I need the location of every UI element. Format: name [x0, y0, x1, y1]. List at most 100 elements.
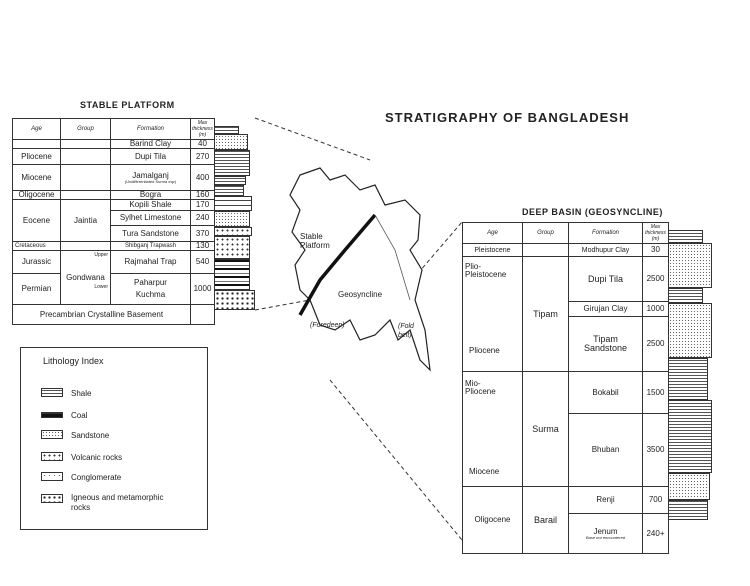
thickness: 2500	[642, 316, 669, 372]
formation: Modhupur Clay	[568, 243, 643, 257]
thickness: 1000	[642, 301, 669, 317]
table-row: Sylhet Limestone 240	[13, 210, 215, 226]
sandstone-pattern	[214, 134, 248, 150]
subgroup-upper: Upper	[94, 252, 108, 258]
legend-label: Coal	[71, 411, 88, 420]
legend-label: Shale	[71, 389, 92, 398]
header-formation: Formation	[568, 222, 643, 244]
coal-pattern	[214, 259, 250, 290]
volcanic-pattern	[214, 227, 252, 236]
label-fold-belt: (Fold belt)	[398, 323, 414, 340]
age-miocene: Miocene	[469, 467, 500, 476]
table-row: Tura Sandstone 370	[13, 225, 215, 242]
formation-name-2: Kuchma	[135, 290, 166, 299]
legend-title: Lithology Index	[43, 356, 104, 366]
deep-basin-table: Age Group Formation Max thickness (m) Pleis…	[462, 222, 669, 554]
subgroup-lower: Lower	[94, 284, 108, 290]
thickness: 2500	[642, 256, 669, 302]
label-foredeep: (Foredeep)	[310, 322, 345, 329]
stable-platform-title: STABLE PLATFORM	[80, 100, 175, 110]
stable-platform-table: Age Group Formation Max thickness (m) Barin…	[12, 118, 215, 325]
table-row: Oligocene Barail Renji 700	[462, 486, 669, 554]
shale-pattern	[668, 288, 703, 303]
formation-name: Jamalganj	[132, 170, 169, 180]
sandstone-pattern	[668, 243, 712, 288]
shale-pattern	[41, 388, 63, 397]
age: Miocene	[12, 164, 61, 191]
table-row: Mio-Pliocene Miocene Surma Bokabil 1500	[462, 371, 669, 487]
age: Mio-Pliocene Miocene	[462, 371, 523, 487]
table-row: Tipam Sandstone 2500	[463, 316, 669, 372]
legend-label: Volcanic rocks	[71, 453, 123, 462]
label-stable-platform: Stable Platform	[300, 232, 330, 250]
volcanic-pattern	[41, 452, 63, 461]
shale-pattern	[668, 500, 708, 520]
formation-note: (Undifferentiated Surma eqv)	[124, 178, 177, 184]
table-row: Plio-Pleistocene Pliocene Tipam Dupi Tila 25…	[462, 256, 669, 372]
formation: Tipam Sandstone	[568, 316, 643, 372]
age: Pleistocene	[462, 243, 523, 257]
table-row: Precambrian Crystalline Basement	[12, 304, 215, 325]
volcanic-pattern	[214, 236, 250, 259]
legend-label: Conglomerate	[71, 473, 122, 482]
age-plio-pleistocene: Plio-Pleistocene	[465, 262, 507, 279]
age: Plio-Pleistocene Pliocene	[462, 256, 523, 372]
lithology-legend: Lithology Index Shale Coal Sandstone Vol…	[20, 347, 208, 530]
header-group: Group	[522, 222, 569, 244]
shale-pattern	[668, 230, 703, 243]
formation: Jenum Base not encountered	[568, 513, 643, 554]
shale-pattern	[214, 126, 239, 134]
formation: Girujan Clay	[568, 301, 643, 317]
thickness: 240+	[642, 513, 669, 554]
table-row: Pleistocene Modhupur Clay 30	[462, 243, 669, 257]
legend-label: Sandstone	[71, 431, 110, 440]
thickness: 400	[190, 164, 215, 191]
sandstone-pattern	[668, 473, 710, 500]
table-row: Miocene Jamalganj (Undifferentiated Surma …	[12, 164, 215, 191]
label-geosyncline: Geosyncline	[338, 290, 383, 299]
shale-pattern	[214, 150, 250, 176]
age-mio-pliocene: Mio-Pliocene	[465, 379, 496, 396]
limestone-pattern	[214, 196, 252, 211]
main-title: STRATIGRAPHY OF BANGLADESH	[385, 110, 630, 125]
igneous-pattern	[41, 494, 63, 503]
igneous-pattern	[214, 290, 255, 310]
group-name: Gondwana	[66, 272, 105, 282]
thickness: 3500	[642, 413, 669, 487]
age: Oligocene	[462, 486, 523, 554]
conglomerate-pattern	[41, 472, 63, 481]
sandstone-pattern	[41, 430, 63, 439]
legend-label: Igneous and metamorphic rocks	[71, 493, 164, 513]
header-age: Age	[462, 222, 523, 244]
shale-pattern	[214, 185, 244, 196]
formation-name: Paharpur	[134, 278, 167, 287]
age-pliocene: Pliocene	[469, 346, 500, 355]
country-outline	[289, 167, 431, 372]
table-row: Jurassic Gondwana Upper Lower Rajmahal Trap 5…	[12, 250, 215, 305]
shale-pattern	[668, 358, 708, 400]
formation-name: Jenum	[593, 526, 618, 536]
table-row: Jenum Base not encountered 240+	[463, 513, 669, 554]
fold-belt-boundary	[374, 214, 411, 301]
base-note: Base not encountered	[585, 534, 626, 540]
sandstone-pattern	[668, 303, 712, 358]
formation: Renji	[568, 486, 643, 514]
table-row: Girujan Clay 1000	[463, 301, 669, 317]
thickness: 700	[642, 486, 669, 514]
formation: Paharpur Kuchma	[110, 273, 191, 305]
shale-pattern	[668, 400, 712, 473]
group: Barail	[522, 486, 569, 554]
thickness: 30	[642, 243, 669, 257]
formation: Dupi Tila	[568, 256, 643, 302]
hinge-zone-line	[298, 213, 377, 316]
header-thickness: Max thickness (m)	[642, 222, 669, 244]
deep-basin-title: DEEP BASIN (GEOSYNCLINE)	[522, 207, 663, 217]
table-row: Bhuban 3500	[463, 413, 669, 487]
formation: Rajmahal Trap	[110, 250, 191, 274]
formation: Bhuban	[568, 413, 643, 487]
group: Tipam	[522, 256, 569, 372]
thickness: 1500	[642, 371, 669, 414]
sandstone-pattern	[214, 211, 250, 227]
